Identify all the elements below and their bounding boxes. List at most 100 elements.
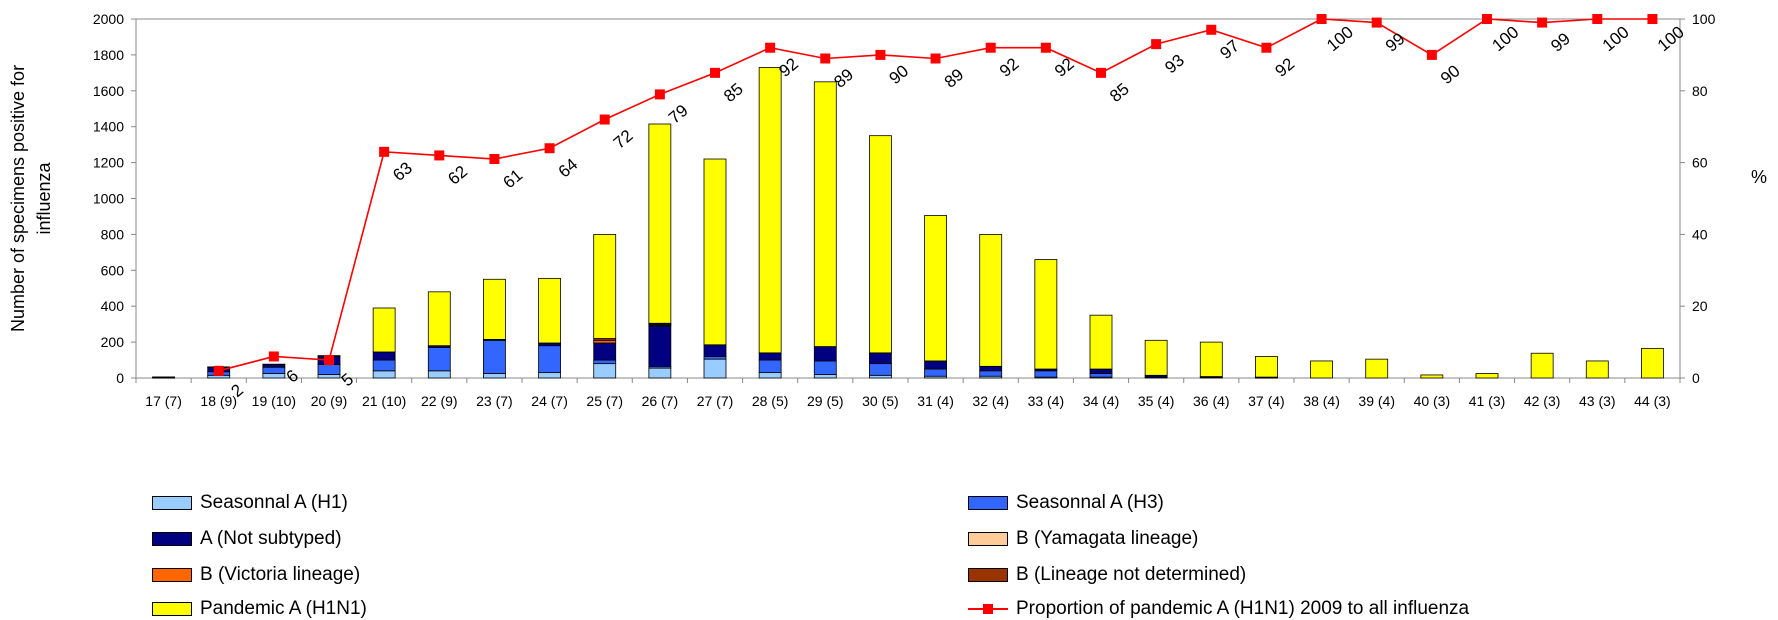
bar-segment bbox=[869, 352, 892, 365]
proportion-data-label: 92 bbox=[1272, 54, 1299, 81]
proportion-marker bbox=[1316, 14, 1327, 24]
bar-segment bbox=[483, 339, 506, 374]
y-tick-label: 1800 bbox=[93, 47, 124, 63]
proportion-data-label: 62 bbox=[444, 162, 471, 189]
bar-segment bbox=[538, 372, 561, 379]
tick-labels: 0 200 400 600 800 1000 1200 1400 1600 1800 2000 0 20… bbox=[93, 11, 1716, 409]
proportion-marker bbox=[710, 67, 720, 78]
x-tick-label: 27 (7) bbox=[697, 393, 734, 409]
y-axis-title-line2: influenza bbox=[34, 161, 54, 234]
y-tick-label: 1400 bbox=[93, 119, 124, 135]
proportion-data-label: 100 bbox=[1599, 22, 1633, 55]
bar-segment bbox=[979, 365, 1003, 372]
y-tick-label: 800 bbox=[101, 226, 125, 242]
bar-segment bbox=[1585, 360, 1609, 379]
x-tick-label: 35 (4) bbox=[1138, 393, 1175, 409]
x-tick-label: 43 (3) bbox=[1579, 393, 1616, 409]
y-tick-label: 0 bbox=[116, 370, 124, 386]
bar-segment bbox=[1641, 347, 1664, 379]
y-tick-label: 400 bbox=[101, 298, 125, 314]
bar-segment bbox=[483, 278, 506, 340]
bar-segment bbox=[1365, 358, 1389, 379]
x-tick-label: 40 (3) bbox=[1414, 393, 1451, 409]
y2-tick-label: 60 bbox=[1692, 155, 1708, 171]
y2-axis-title: % bbox=[1751, 167, 1767, 187]
bar-segment bbox=[1089, 314, 1113, 370]
proportion-marker bbox=[1482, 14, 1492, 24]
bar-segment bbox=[1144, 339, 1168, 376]
proportion-marker bbox=[434, 150, 445, 161]
proportion-data-label: 5 bbox=[338, 370, 357, 391]
bar-segment bbox=[593, 342, 617, 361]
proportion-data-label: 99 bbox=[1547, 29, 1574, 56]
bar-segment bbox=[924, 360, 947, 370]
bar-segment bbox=[1310, 360, 1333, 379]
bar-segment bbox=[427, 347, 451, 372]
bar-segment bbox=[758, 372, 782, 379]
bar-segment bbox=[1255, 356, 1278, 378]
proportion-marker bbox=[324, 355, 334, 366]
proportion-marker bbox=[268, 351, 279, 362]
y-tick-label: 1200 bbox=[93, 155, 124, 171]
proportion-data-label: 99 bbox=[1382, 29, 1409, 56]
bar-segment bbox=[924, 368, 947, 377]
bar-segment bbox=[813, 346, 837, 362]
proportion-marker bbox=[1261, 42, 1272, 53]
proportion-marker bbox=[985, 42, 996, 53]
bar-segment bbox=[758, 67, 782, 354]
bar-segment bbox=[427, 291, 451, 347]
bar-segment bbox=[1530, 352, 1554, 379]
x-tick-label: 23 (7) bbox=[476, 393, 513, 409]
x-tick-label: 29 (5) bbox=[807, 393, 844, 409]
bar-segment bbox=[262, 366, 286, 374]
bar-segment bbox=[262, 363, 286, 366]
proportion-marker bbox=[654, 89, 665, 100]
bar-segment bbox=[372, 307, 396, 353]
proportion-marker bbox=[820, 53, 831, 64]
proportion-data-label: 6 bbox=[283, 366, 302, 387]
bar-segment bbox=[924, 215, 947, 362]
proportion-marker bbox=[1096, 67, 1106, 78]
proportion-data-label: 79 bbox=[665, 101, 692, 128]
bar-segment bbox=[648, 123, 672, 324]
x-tick-label: 38 (4) bbox=[1303, 393, 1340, 409]
y-tick-label: 2000 bbox=[93, 11, 124, 27]
x-tick-label: 26 (7) bbox=[642, 393, 679, 409]
x-tick-label: 36 (4) bbox=[1193, 393, 1230, 409]
x-tick-label: 33 (4) bbox=[1028, 393, 1065, 409]
proportion-marker bbox=[930, 53, 941, 64]
stacked-bars bbox=[152, 67, 1664, 379]
proportion-marker bbox=[1647, 14, 1658, 24]
bar-segment bbox=[538, 345, 561, 374]
proportion-data-label: 100 bbox=[1323, 22, 1357, 55]
bar-segment bbox=[1420, 374, 1444, 379]
y2-tick-label: 80 bbox=[1692, 83, 1708, 99]
proportion-data-label: 89 bbox=[941, 65, 968, 92]
y-tick-label: 1600 bbox=[93, 83, 124, 99]
proportion-data-label: 72 bbox=[610, 126, 637, 153]
x-tick-label: 30 (5) bbox=[862, 393, 899, 409]
bar-segment bbox=[758, 352, 782, 361]
proportion-data-label: 90 bbox=[886, 61, 913, 88]
x-tick-label: 28 (5) bbox=[752, 393, 789, 409]
proportion-data-label: 100 bbox=[1654, 22, 1688, 55]
y-tick-label: 200 bbox=[101, 334, 125, 350]
x-tick-label: 44 (3) bbox=[1634, 393, 1671, 409]
bar-segment bbox=[372, 370, 396, 379]
y2-tick-label: 0 bbox=[1692, 370, 1700, 386]
proportion-data-label: 92 bbox=[1051, 54, 1078, 81]
bar-segment bbox=[648, 367, 672, 379]
bar-segment bbox=[593, 363, 617, 379]
x-tick-label: 41 (3) bbox=[1469, 393, 1506, 409]
x-tick-label: 18 (9) bbox=[200, 393, 237, 409]
bar-segment bbox=[593, 339, 617, 344]
bar-segment bbox=[593, 233, 617, 339]
x-tick-label: 20 (9) bbox=[311, 393, 348, 409]
proportion-data-label: 85 bbox=[720, 79, 747, 106]
proportion-marker bbox=[599, 114, 610, 125]
bar-segment bbox=[869, 135, 892, 354]
bar-segment bbox=[813, 374, 837, 379]
bar-segment bbox=[372, 359, 396, 372]
proportion-marker bbox=[1040, 42, 1051, 53]
